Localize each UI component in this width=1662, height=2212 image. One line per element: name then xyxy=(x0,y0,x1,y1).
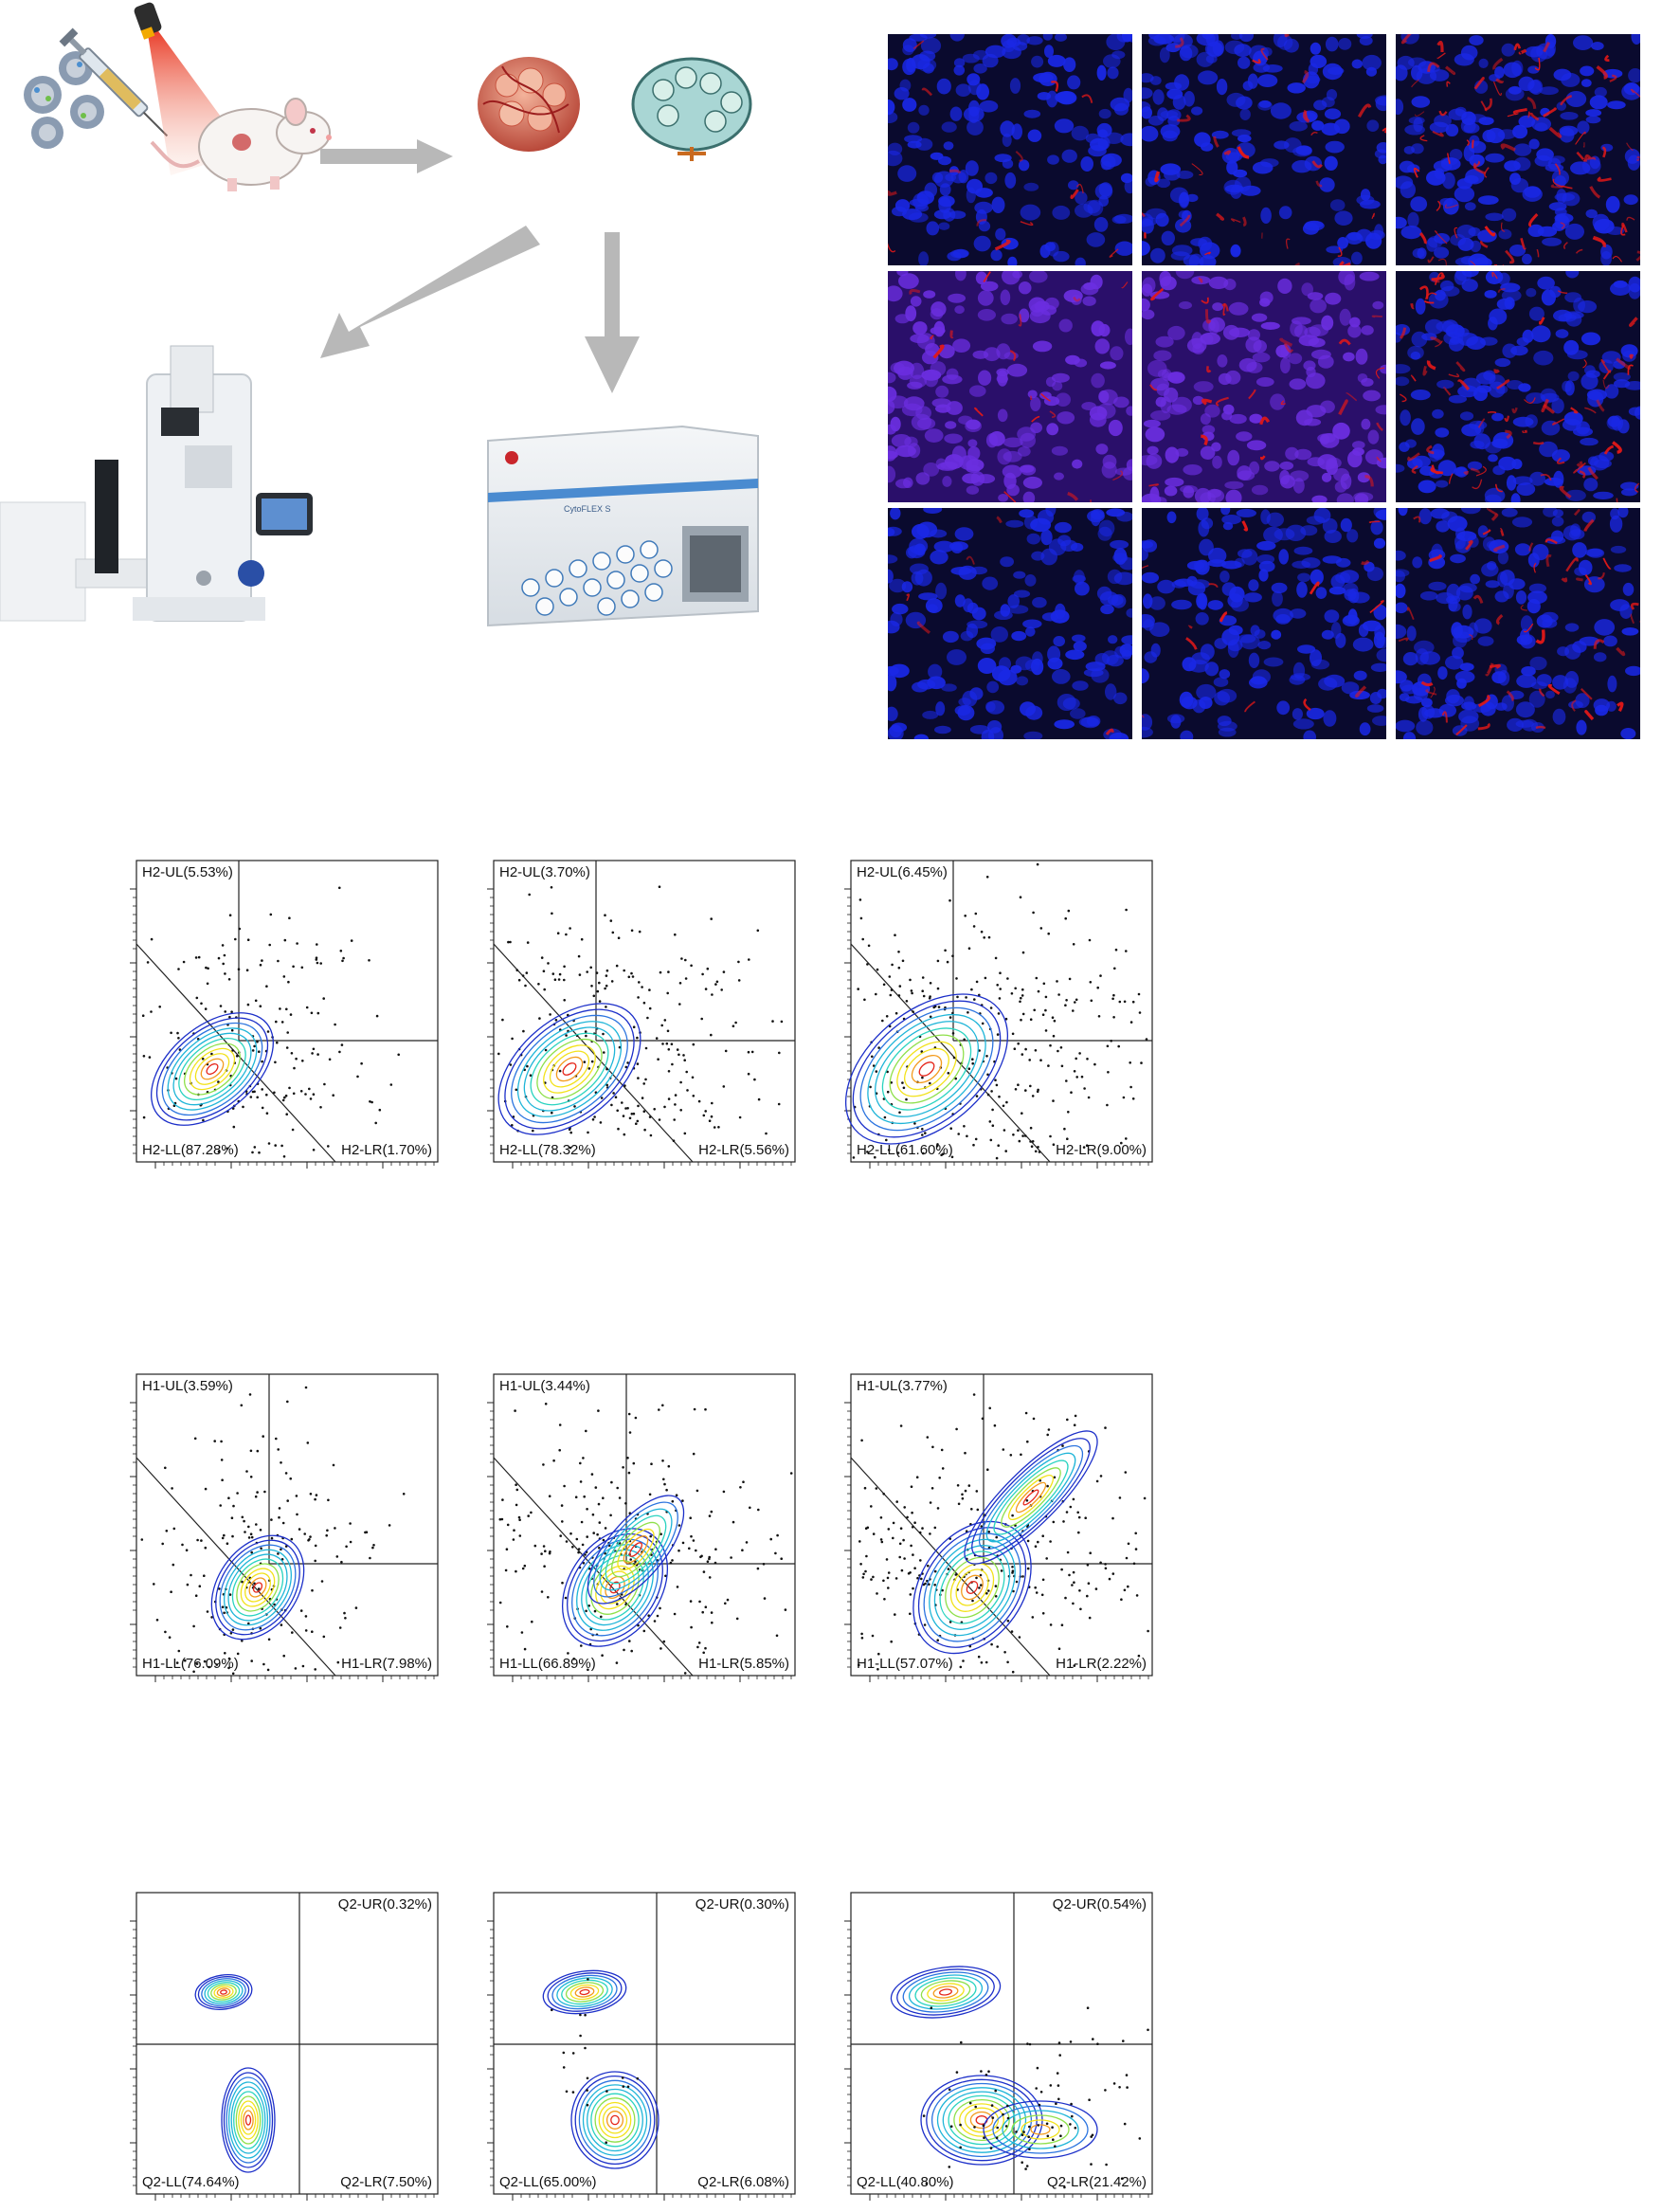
quadrant-label-ur: Q2-UR(0.30%) xyxy=(696,1896,789,1913)
microscopy-tile xyxy=(1142,271,1386,502)
quadrant-label-ul: H2-UL(6.45%) xyxy=(857,864,948,880)
mouse-icon xyxy=(150,98,332,191)
quadrant-label-lr: H1-LR(2.22%) xyxy=(1056,1656,1147,1672)
microscopy-tile xyxy=(888,508,1132,739)
quadrant-label-ur: Q2-UR(0.54%) xyxy=(1053,1896,1147,1913)
quadrant-label-lr: H2-LR(9.00%) xyxy=(1056,1142,1147,1158)
tumor-icon xyxy=(478,57,580,152)
quadrant-label-ul: H2-UL(3.70%) xyxy=(499,864,590,880)
syringe-icon xyxy=(59,27,169,137)
quadrant-label-ur: Q2-UR(0.32%) xyxy=(338,1896,432,1913)
quadrant-label-ul: H1-UL(3.59%) xyxy=(142,1378,233,1394)
flow-plot: H2-UL(6.45%) H2-LL(61.60%) H2-LR(9.00%) xyxy=(844,860,1153,1169)
flow-plot: H1-UL(3.44%) H1-LL(66.89%) H1-LR(5.85%) xyxy=(487,1373,796,1682)
quadrant-label-ll: H1-LL(76.09%) xyxy=(142,1656,239,1672)
microscopy-tile xyxy=(1396,34,1640,265)
microscopy-tile xyxy=(1396,271,1640,502)
microscopy-tile xyxy=(1142,508,1386,739)
microscope-icon xyxy=(0,345,313,622)
microscopy-tile xyxy=(888,34,1132,265)
microscopy-grid xyxy=(888,34,1646,739)
quadrant-label-lr: Q2-LR(7.50%) xyxy=(340,2174,432,2190)
quadrant-label-ll: H2-LL(87.28%) xyxy=(142,1142,239,1158)
flow-cytometer-brand: CytoFLEX S xyxy=(564,504,611,514)
flow-plot: Q2-UR(0.54%) Q2-LL(40.80%) Q2-LR(21.42%) xyxy=(844,1892,1153,2201)
quadrant-label-lr: H1-LR(7.98%) xyxy=(341,1656,432,1672)
flow-plot: Q2-UR(0.30%) Q2-LL(65.00%) Q2-LR(6.08%) xyxy=(487,1892,796,2201)
flow-plot: H1-UL(3.77%) H1-LL(57.07%) H1-LR(2.22%) xyxy=(844,1373,1153,1682)
microscopy-tile xyxy=(1396,508,1640,739)
quadrant-label-lr: Q2-LR(21.42%) xyxy=(1047,2174,1147,2190)
quadrant-label-ll: Q2-LL(74.64%) xyxy=(142,2174,240,2190)
schematic-illustration: CytoFLEX S xyxy=(0,0,834,663)
quadrant-label-ll: H2-LL(78.32%) xyxy=(499,1142,596,1158)
flow-plot: H1-UL(3.59%) H1-LL(76.09%) H1-LR(7.98%) xyxy=(130,1373,439,1682)
nanoparticles-icon xyxy=(24,51,104,149)
arrow-right-icon xyxy=(320,139,453,173)
quadrant-label-ll: H2-LL(61.60%) xyxy=(857,1142,953,1158)
lymph-node-icon xyxy=(631,57,752,161)
quadrant-label-ll: Q2-LL(65.00%) xyxy=(499,2174,597,2190)
flow-plot: H2-UL(5.53%) H2-LL(87.28%) H2-LR(1.70%) xyxy=(130,860,439,1169)
quadrant-label-ll: Q2-LL(40.80%) xyxy=(857,2174,954,2190)
quadrant-label-ll: H1-LL(66.89%) xyxy=(499,1656,596,1672)
arrow-down-icon xyxy=(585,232,640,393)
quadrant-label-ul: H1-UL(3.44%) xyxy=(499,1378,590,1394)
microscopy-tile xyxy=(888,271,1132,502)
quadrant-label-ul: H2-UL(5.53%) xyxy=(142,864,233,880)
arrow-down-left-icon xyxy=(320,226,540,358)
microscopy-tile xyxy=(1142,34,1386,265)
quadrant-label-ul: H1-UL(3.77%) xyxy=(857,1378,948,1394)
flow-plot: Q2-UR(0.32%) Q2-LL(74.64%) Q2-LR(7.50%) xyxy=(130,1892,439,2201)
flow-plot: H2-UL(3.70%) H2-LL(78.32%) H2-LR(5.56%) xyxy=(487,860,796,1169)
quadrant-label-lr: H1-LR(5.85%) xyxy=(698,1656,789,1672)
quadrant-label-lr: Q2-LR(6.08%) xyxy=(697,2174,789,2190)
quadrant-label-lr: H2-LR(1.70%) xyxy=(341,1142,432,1158)
quadrant-label-ll: H1-LL(57.07%) xyxy=(857,1656,953,1672)
flow-cytometer-icon: CytoFLEX S xyxy=(487,425,759,627)
quadrant-label-lr: H2-LR(5.56%) xyxy=(698,1142,789,1158)
